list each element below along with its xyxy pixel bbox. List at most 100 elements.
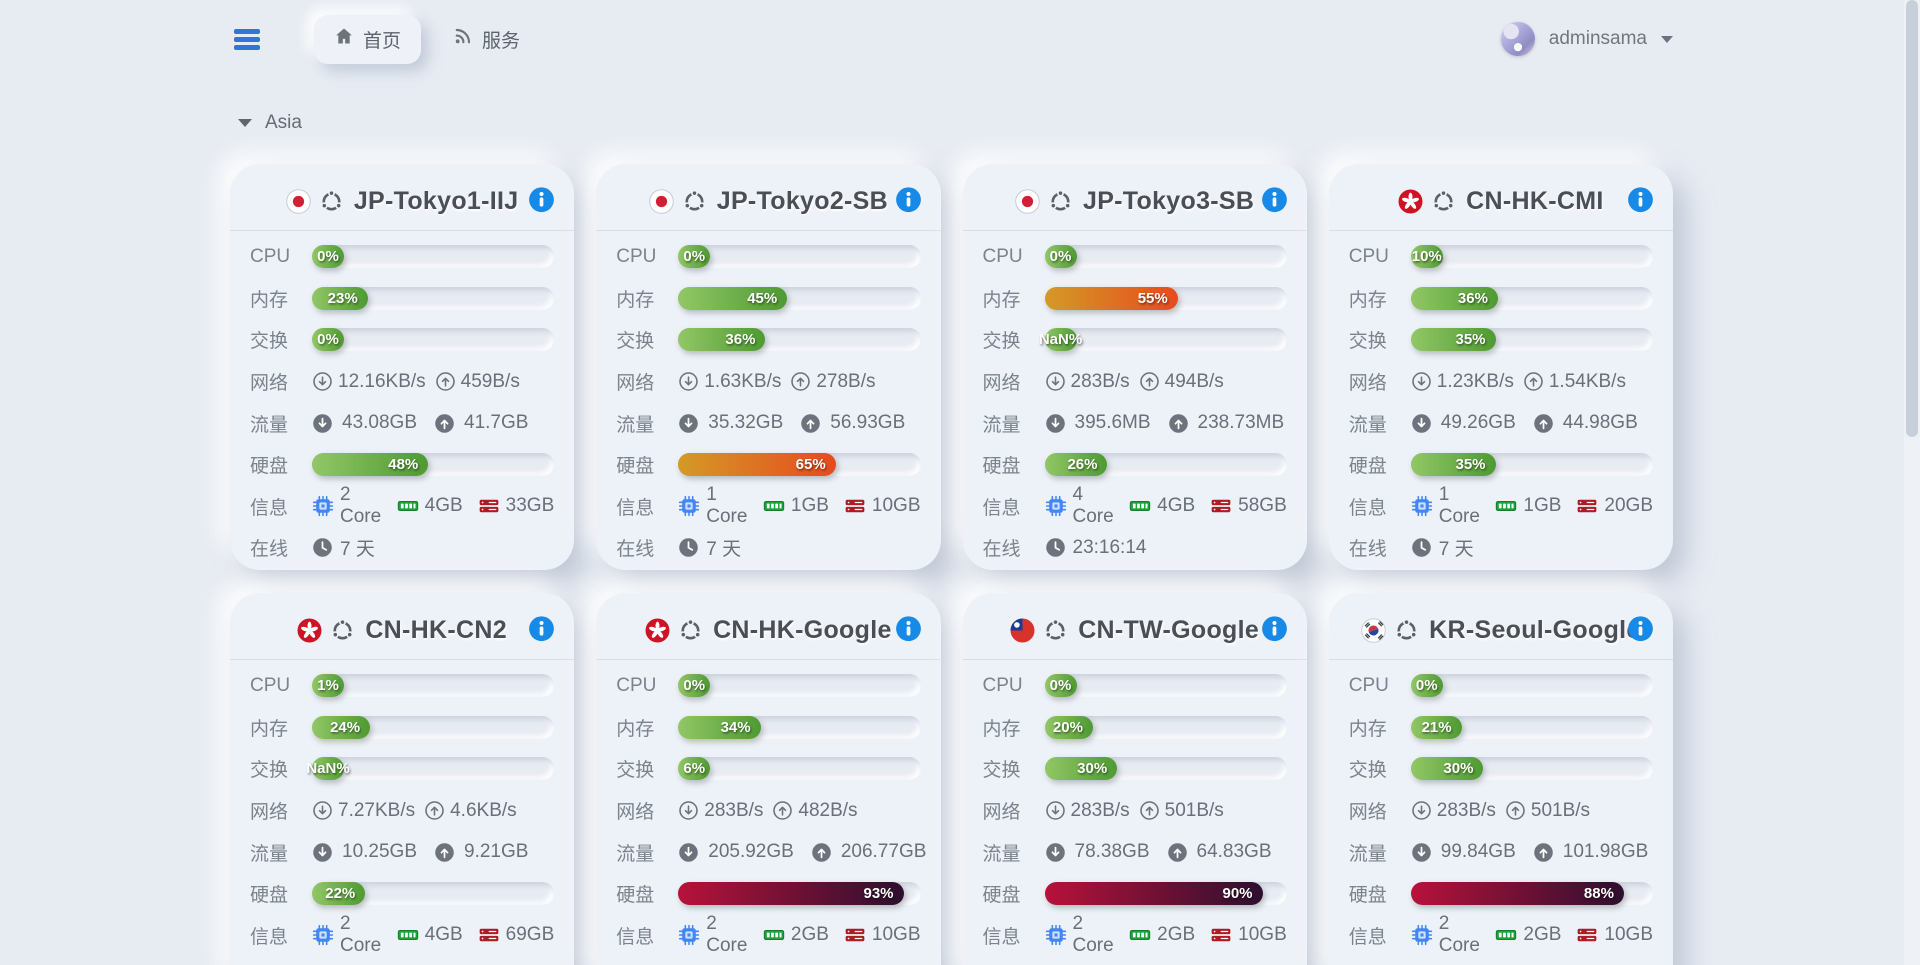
download-total-icon (678, 842, 699, 863)
cpu-bar: 0% (1044, 245, 1287, 269)
info-button[interactable] (1627, 615, 1654, 642)
disk-row: 硬盘 35% (1349, 444, 1653, 486)
region-section-asia[interactable]: Asia (238, 112, 358, 134)
cpu-bar: 10% (1410, 245, 1653, 269)
cpu-chip-icon (1045, 495, 1067, 517)
home-icon (334, 26, 354, 52)
info-cores: 1 Core (706, 484, 748, 528)
info-button[interactable] (1627, 186, 1654, 213)
ram-icon (1495, 924, 1517, 946)
traffic-upload: 9.21GB (464, 841, 529, 863)
server-grid: JP-Tokyo1-IIJ CPU 0% 内存 23% 交换 (230, 164, 1673, 965)
cpu-percent: 0% (683, 248, 706, 266)
tab-services[interactable]: 服务 (433, 15, 540, 64)
swap-label: 交换 (250, 760, 289, 782)
memory-label: 内存 (250, 289, 289, 311)
download-total-icon (1411, 413, 1432, 434)
traffic-download: 10.25GB (342, 841, 417, 863)
storage-icon (478, 924, 500, 946)
tab-home[interactable]: 首页 (314, 14, 422, 64)
memory-row: 内存 55% (983, 278, 1287, 320)
memory-row: 内存 36% (1349, 278, 1653, 320)
server-name: CN-HK-CN2 (365, 615, 507, 644)
disk-bar: 90% (1044, 882, 1287, 906)
download-speed-icon (1411, 800, 1432, 821)
info-ram: 4GB (424, 495, 463, 517)
network-row: 网络 7.27KB/s 4.6KB/s (250, 790, 554, 832)
info-label: 信息 (982, 926, 1021, 948)
scrollbar-thumb[interactable] (1906, 0, 1918, 437)
nav-tabs: 首页 服务 (314, 14, 540, 64)
ram-icon (763, 495, 785, 517)
info-storage: 69GB (505, 924, 555, 946)
cpu-percent: 1% (317, 677, 339, 695)
traffic-row: 流量 205.92GB 206.77GB (616, 831, 926, 873)
server-card-header: JP-Tokyo2-SB (596, 164, 940, 230)
traffic-label: 流量 (250, 843, 289, 865)
disk-label: 硬盘 (616, 885, 655, 907)
cpu-percent: 10% (1411, 248, 1442, 266)
disk-percent: 93% (863, 885, 894, 903)
memory-row: 内存 23% (250, 278, 555, 320)
swap-percent: 30% (1077, 760, 1108, 778)
card-divider (962, 230, 1307, 231)
memory-label: 内存 (616, 718, 655, 740)
online-value: 7 天 (340, 539, 375, 561)
upload-speed-icon (424, 800, 445, 821)
swap-label: 交换 (616, 331, 655, 353)
cpu-percent: 0% (317, 248, 339, 266)
tab-services-label: 服务 (482, 30, 521, 52)
online-row: 在线 7 天 (1349, 527, 1653, 569)
ubuntu-os-icon (1048, 189, 1073, 214)
download-speed-icon (312, 800, 333, 821)
info-cores: 1 Core (1438, 484, 1480, 528)
info-button[interactable] (895, 186, 922, 213)
traffic-upload: 56.93GB (830, 412, 906, 434)
disk-label: 硬盘 (982, 456, 1021, 478)
server-card-header: KR-Seoul-Google (1329, 593, 1673, 659)
user-menu[interactable]: adminsama (1500, 22, 1673, 56)
network-upload: 4.6KB/s (450, 799, 517, 821)
online-label: 在线 (250, 539, 289, 561)
memory-percent: 34% (720, 718, 751, 736)
info-button[interactable] (1261, 186, 1288, 213)
server-card: JP-Tokyo2-SB CPU 0% 内存 45% 交换 (596, 164, 941, 570)
avatar (1500, 22, 1535, 56)
online-row: 在线 7 天 (1349, 956, 1653, 965)
card-divider (962, 659, 1307, 660)
info-label: 信息 (616, 926, 655, 948)
swap-percent: 30% (1443, 760, 1474, 778)
disk-label: 硬盘 (250, 885, 289, 907)
upload-total-icon (1167, 842, 1188, 863)
ubuntu-os-icon (678, 618, 703, 643)
download-total-icon (678, 413, 699, 434)
swap-percent: 0% (317, 331, 339, 349)
cpu-bar: 0% (678, 674, 921, 698)
server-name: CN-TW-Google (1078, 615, 1260, 644)
swap-row: 交换 30% (983, 748, 1287, 790)
info-button[interactable] (895, 615, 922, 642)
ram-icon (1129, 495, 1151, 517)
cpu-chip-icon (1045, 924, 1067, 946)
storage-icon (844, 924, 866, 946)
traffic-label: 流量 (616, 414, 655, 436)
server-stack-menu-icon[interactable] (230, 25, 264, 54)
info-button[interactable] (1261, 615, 1288, 642)
network-download: 1.23KB/s (1436, 370, 1514, 392)
ram-icon (397, 495, 419, 517)
traffic-label: 流量 (250, 414, 289, 436)
info-button[interactable] (528, 186, 555, 213)
cpu-label: CPU (250, 674, 291, 696)
memory-label: 内存 (616, 289, 655, 311)
info-button[interactable] (528, 615, 555, 642)
swap-bar: 30% (1410, 757, 1653, 781)
memory-bar: 36% (1410, 286, 1653, 310)
card-divider (1328, 659, 1673, 660)
ubuntu-os-icon (1043, 618, 1068, 643)
info-row: 信息 2 Core 2GB 10GB (982, 913, 1287, 956)
flag-hk-icon (1398, 189, 1423, 214)
cpu-bar: 0% (312, 245, 555, 269)
network-upload: 482B/s (798, 799, 858, 821)
cpu-label: CPU (250, 245, 291, 267)
server-card: KR-Seoul-Google CPU 0% 内存 21% 交换 (1328, 593, 1673, 965)
